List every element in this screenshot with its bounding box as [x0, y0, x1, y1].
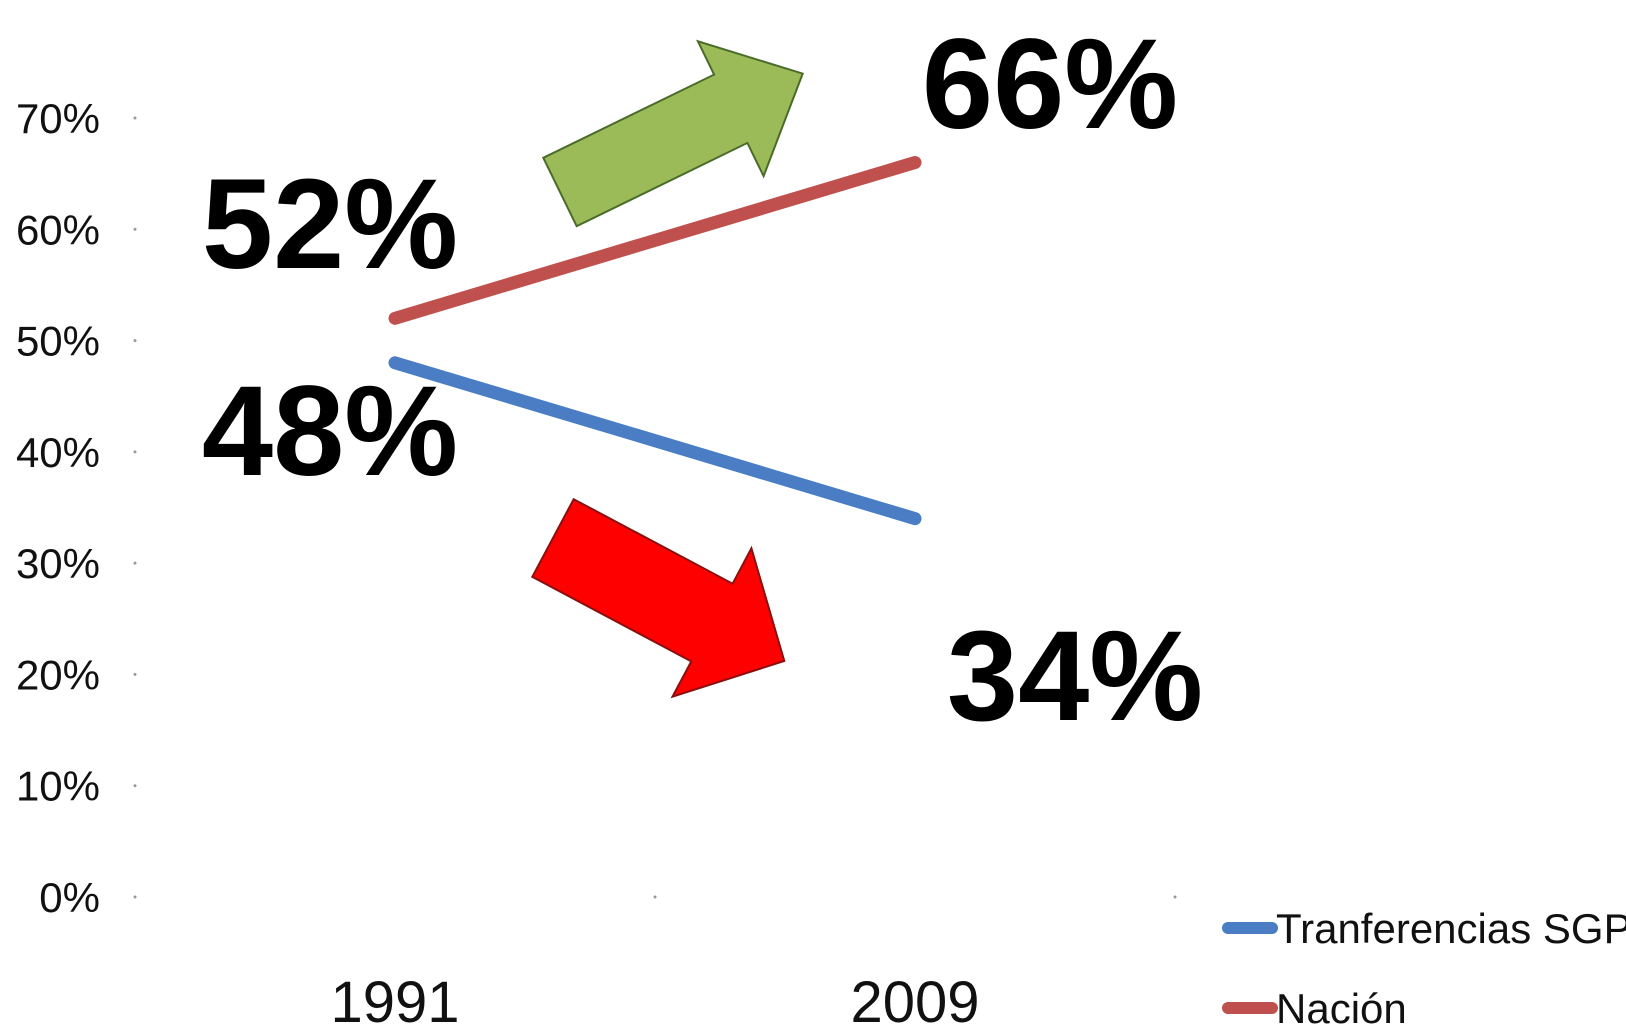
- y-tick-mark: [133, 672, 137, 676]
- x-tick-label: 2009: [850, 970, 979, 1029]
- y-axis: 0% 10% 20% 30% 40% 50% 60% 70%: [16, 95, 1177, 921]
- y-tick-label: 70%: [16, 95, 100, 142]
- data-label: 48%: [202, 360, 458, 503]
- data-label: 52%: [202, 153, 458, 296]
- y-tick-label: 20%: [16, 651, 100, 698]
- series-line-nacion: [388, 156, 922, 325]
- arrow-down-icon: [530, 497, 786, 699]
- x-axis-dot: [653, 895, 657, 899]
- y-tick-label: 50%: [16, 318, 100, 365]
- y-tick-mark: [133, 895, 137, 899]
- legend: Tranferencias SGP Nación: [1222, 905, 1626, 1029]
- legend-label: Nación: [1276, 985, 1407, 1029]
- data-label: 34%: [947, 605, 1203, 748]
- legend-label: Tranferencias SGP: [1276, 905, 1626, 952]
- trend-arrows: [530, 39, 805, 699]
- y-tick-label: 40%: [16, 429, 100, 476]
- data-label: 66%: [922, 13, 1178, 156]
- arrow-up-icon: [541, 39, 805, 228]
- y-tick-mark: [133, 116, 137, 120]
- y-tick-mark: [133, 339, 137, 343]
- y-tick-mark: [133, 784, 137, 788]
- y-tick-label: 0%: [39, 874, 100, 921]
- y-tick-label: 60%: [16, 206, 100, 253]
- x-axis: 1991 2009: [330, 970, 979, 1029]
- y-tick-label: 30%: [16, 540, 100, 587]
- series-line-tranferencias-sgp: [388, 356, 922, 526]
- data-labels: 48% 34% 52% 66%: [202, 13, 1203, 748]
- x-tick-label: 1991: [330, 970, 459, 1029]
- series-lines: [388, 156, 922, 526]
- x-axis-dot: [1173, 895, 1177, 899]
- y-tick-label: 10%: [16, 763, 100, 810]
- y-tick-mark: [133, 561, 137, 565]
- y-tick-mark: [133, 450, 137, 454]
- y-tick-mark: [133, 227, 137, 231]
